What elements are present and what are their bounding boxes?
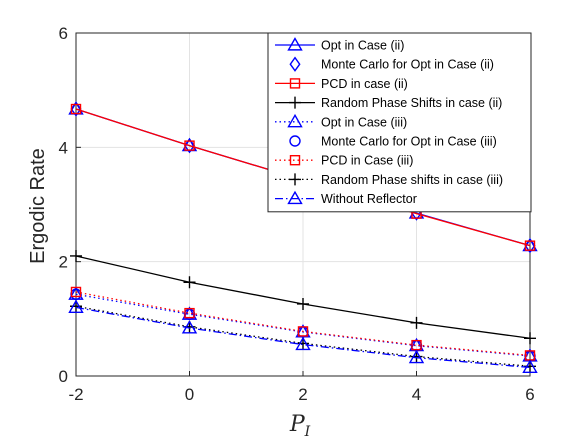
legend-label: Opt in Case (ii) xyxy=(321,39,404,53)
y-tick-label: 2 xyxy=(59,253,68,272)
legend-entry: Monte Carlo for Opt in Case (ii) xyxy=(289,56,494,72)
x-tick-label: 2 xyxy=(298,385,307,404)
legend-marker xyxy=(289,173,301,186)
data-point xyxy=(70,101,82,117)
legend-label: PCD in Case (iii) xyxy=(321,154,413,168)
legend-label: Without Reflector xyxy=(321,192,417,206)
legend-marker xyxy=(289,96,301,109)
y-tick-label: 6 xyxy=(59,24,68,43)
x-axis: -2 0 2 4 6 xyxy=(68,371,535,404)
data-point xyxy=(183,137,196,154)
y-axis: 0 2 4 6 xyxy=(59,24,81,386)
legend-marker xyxy=(289,154,301,166)
data-point xyxy=(70,286,82,298)
data-point xyxy=(524,332,536,345)
legend-label: Monte Carlo for Opt in Case (ii) xyxy=(321,58,494,72)
data-point xyxy=(411,339,422,351)
legend-label: Random Phase shifts in case (iii) xyxy=(321,173,503,187)
y-axis-label: Ergodic Rate xyxy=(27,148,49,264)
legend-marker xyxy=(287,190,303,205)
legend-entry: Opt in Case (ii) xyxy=(275,37,404,53)
legend-marker xyxy=(289,78,301,89)
x-tick-label: -2 xyxy=(68,385,83,404)
data-point xyxy=(410,316,423,329)
legend-label: Monte Carlo for Opt in Case (iii) xyxy=(321,135,497,149)
legend-marker xyxy=(287,113,303,128)
legend-entry: Without Reflector xyxy=(275,190,417,206)
series-9 xyxy=(68,299,538,373)
series-4 xyxy=(70,249,536,345)
y-tick-label: 4 xyxy=(59,138,68,157)
data-point xyxy=(181,320,198,334)
legend-entry: PCD in case (ii) xyxy=(275,77,408,91)
data-point xyxy=(297,326,309,337)
data-point xyxy=(70,249,82,262)
x-tick-label: 6 xyxy=(525,385,534,404)
legend-label: Opt in Case (iii) xyxy=(321,115,407,129)
data-point xyxy=(524,240,536,251)
data-point xyxy=(297,297,309,310)
data-point xyxy=(70,103,82,115)
x-tick-label: 0 xyxy=(185,385,194,404)
data-point xyxy=(68,299,84,313)
data-point xyxy=(522,359,538,373)
legend: Opt in Case (ii) Monte Carlo for Opt in C… xyxy=(267,32,532,213)
data-point xyxy=(184,140,195,151)
legend-entry: Monte Carlo for Opt in Case (iii) xyxy=(289,135,497,149)
y-tick-label: 0 xyxy=(59,367,68,386)
legend-entry: PCD in Case (iii) xyxy=(275,154,413,168)
data-point xyxy=(524,237,536,254)
legend-marker xyxy=(287,37,303,51)
data-point xyxy=(183,276,196,289)
legend-marker xyxy=(289,56,301,72)
x-tick-label: 4 xyxy=(412,385,421,404)
legend-label: PCD in case (ii) xyxy=(321,77,408,91)
data-point xyxy=(408,349,425,364)
legend-marker xyxy=(289,135,301,147)
data-point xyxy=(295,336,311,351)
x-axis-label-sub: I xyxy=(304,424,311,438)
legend-entry: Opt in Case (iii) xyxy=(275,113,407,129)
x-axis-label: PI xyxy=(289,412,311,438)
x-axis-label-main: P xyxy=(289,412,306,437)
series-7 xyxy=(70,286,536,361)
series-line xyxy=(75,291,531,357)
legend-label: Random Phase Shifts in case (ii) xyxy=(321,96,502,110)
legend-entry: Random Phase shifts in case (iii) xyxy=(275,173,503,187)
legend-entry: Random Phase Shifts in case (ii) xyxy=(275,96,502,110)
data-point xyxy=(184,307,195,319)
